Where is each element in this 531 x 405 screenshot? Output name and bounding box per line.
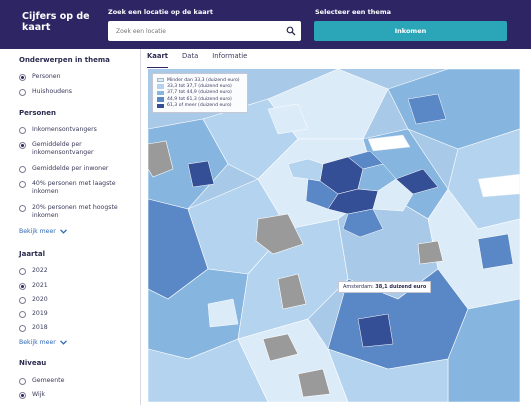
legend-swatch [157, 77, 164, 83]
option-gemiddelde-per-ontvanger[interactable]: Gemiddelde per inkomensontvanger [19, 141, 134, 157]
radio-button[interactable] [19, 141, 26, 149]
option-2021[interactable]: 2021 [19, 282, 48, 290]
radio-button[interactable] [19, 310, 26, 318]
option-hoogste-inkomen[interactable]: 20% personen met hoogste inkomen [19, 204, 129, 220]
radio-button[interactable] [19, 73, 26, 81]
show-more-jaartal[interactable]: Bekijk meer [19, 339, 67, 346]
section-title-niveau: Niveau [19, 359, 47, 367]
radio-button[interactable] [19, 126, 26, 134]
chevron-down-icon [59, 340, 67, 345]
radio-button[interactable] [19, 165, 26, 173]
option-2018[interactable]: 2018 [19, 324, 48, 332]
chevron-down-icon [59, 229, 67, 234]
radio-button[interactable] [19, 180, 26, 188]
legend-item: 61,3 of meer (duizend euro) [157, 103, 243, 109]
show-more-personen[interactable]: Bekijk meer [19, 228, 67, 235]
legend-item: Minder dan 33,3 (duizend euro) [157, 77, 243, 83]
tooltip-area: Amsterdam: [343, 284, 374, 290]
map-legend: Minder dan 33,3 (duizend euro) 33,3 tot … [152, 73, 248, 113]
radio-button[interactable] [19, 391, 26, 399]
legend-swatch [157, 90, 164, 96]
option-gemiddelde-per-inwoner[interactable]: Gemiddelde per inwoner [19, 165, 108, 173]
radio-button[interactable] [19, 204, 26, 212]
option-laagste-inkomen[interactable]: 40% personen met laagste inkomen [19, 180, 129, 196]
section-title-personen: Personen [19, 109, 57, 117]
map-tooltip: Amsterdam: 38,1 duizend euro [338, 281, 432, 293]
legend-swatch [157, 84, 164, 89]
radio-button[interactable] [19, 324, 26, 332]
view-tabs: Kaart Data Informatie [147, 52, 247, 68]
option-gemeente[interactable]: Gemeente [19, 377, 64, 385]
option-personen[interactable]: Personen [19, 73, 61, 81]
legend-swatch [157, 103, 164, 108]
theme-select-button[interactable]: Inkomen [314, 21, 507, 41]
option-2019[interactable]: 2019 [19, 310, 48, 318]
app-brand[interactable]: Cijfers op de kaart [22, 11, 90, 33]
option-huishoudens[interactable]: Huishoudens [19, 88, 72, 96]
section-title-onderwerpen: Onderwerpen in thema [19, 56, 110, 64]
map-canvas[interactable] [148, 69, 520, 402]
tooltip-value: 38,1 duizend euro [375, 284, 427, 290]
legend-item: 44,9 tot 61,3 (duizend euro) [157, 96, 243, 102]
radio-button[interactable] [19, 377, 26, 385]
radio-button[interactable] [19, 282, 26, 290]
legend-item: 37,7 tot 44,9 (duizend euro) [157, 90, 243, 96]
legend-swatch [157, 97, 164, 102]
radio-button[interactable] [19, 296, 26, 304]
filter-sidebar [0, 49, 141, 405]
top-header: Cijfers op de kaart Zoek een locatie op … [0, 0, 531, 49]
option-2020[interactable]: 2020 [19, 296, 48, 304]
search-icon[interactable] [286, 26, 296, 36]
radio-button[interactable] [19, 267, 26, 275]
option-inkomensontvangers[interactable]: Inkomensontvangers [19, 126, 97, 134]
tab-data[interactable]: Data [182, 52, 199, 60]
legend-item: 33,3 tot 37,7 (duizend euro) [157, 83, 243, 89]
radio-button[interactable] [19, 88, 26, 96]
theme-label: Selecteer een thema [315, 8, 391, 16]
tab-kaart[interactable]: Kaart [147, 52, 169, 68]
search-input[interactable] [108, 21, 283, 41]
option-wijk[interactable]: Wijk [19, 391, 45, 399]
section-title-jaartal: Jaartal [19, 250, 45, 258]
location-search[interactable] [108, 21, 301, 41]
tab-informatie[interactable]: Informatie [212, 52, 248, 60]
option-2022[interactable]: 2022 [19, 267, 48, 275]
search-label: Zoek een locatie op de kaart [108, 8, 213, 16]
choropleth-map[interactable] [148, 69, 520, 402]
